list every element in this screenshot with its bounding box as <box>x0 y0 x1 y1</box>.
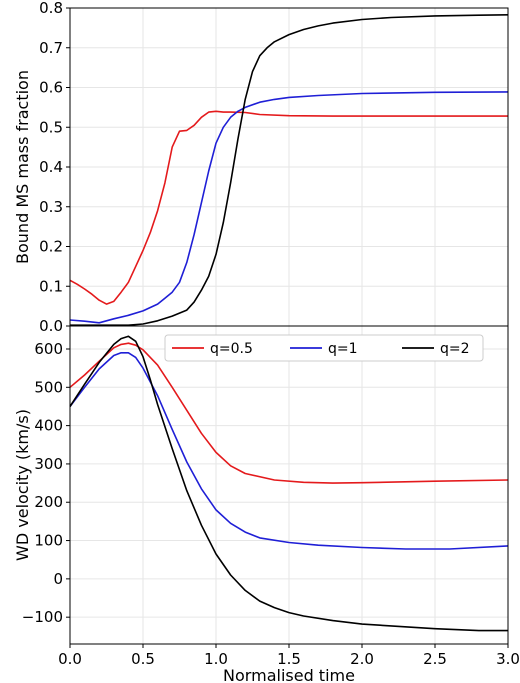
legend-label-q=2: q=2 <box>440 341 470 357</box>
bottom-panel: 0.0 0.5 1.0 1.5 2.0 2.5 3.0 −100 0 100 200 300 400 50… <box>13 325 520 683</box>
x-axis-label: Normalised time <box>223 666 355 683</box>
legend-label-q=1: q=1 <box>328 341 358 357</box>
legend-box <box>164 334 484 362</box>
y-tick-label: 300 <box>34 455 63 473</box>
x-tick-label: 0.5 <box>131 650 155 668</box>
series-line-q=0.5 <box>69 110 508 305</box>
y-tick-label: 0.5 <box>39 118 63 136</box>
x-tick-label: 1.5 <box>277 650 301 668</box>
series-line-q=0.5 <box>69 342 509 484</box>
x-tick-label: 2.0 <box>350 650 374 668</box>
x-tick-label: 0.0 <box>58 650 82 668</box>
series-line-q=2 <box>69 335 508 632</box>
y-axis-label: WD velocity (km/s) <box>13 409 32 561</box>
y-tick-label: 0.8 <box>39 0 63 17</box>
series-line-q=1 <box>69 91 509 324</box>
series-line-q=1 <box>69 352 509 550</box>
y-tick-label: 200 <box>34 493 63 511</box>
y-tick-label: 0 <box>53 570 63 588</box>
y-tick-label: 0.0 <box>39 317 63 335</box>
top-panel: 0.0 0.1 0.2 0.3 0.4 0.5 0.6 0.7 0.8 Bound MS mass… <box>13 0 509 335</box>
x-tick-label: 1.0 <box>204 650 228 668</box>
y-tick-label: 0.4 <box>39 158 63 176</box>
x-tick-label: 2.5 <box>423 650 447 668</box>
legend: q=0.5 q=1 q=2 <box>164 334 484 362</box>
legend-label-q=0.5: q=0.5 <box>210 341 253 357</box>
x-tick-label: 3.0 <box>496 650 520 668</box>
y-tick-label: 400 <box>34 417 63 435</box>
y-tick-label: 0.7 <box>39 39 63 57</box>
y-tick-label: 0.6 <box>39 79 63 97</box>
y-tick-label: 500 <box>34 378 63 396</box>
y-tick-label: 0.1 <box>39 277 63 295</box>
y-tick-label: 0.2 <box>39 238 63 256</box>
y-tick-label: 600 <box>34 340 63 358</box>
y-axis-label: Bound MS mass fraction <box>13 70 32 264</box>
y-tick-label: 100 <box>34 532 63 550</box>
y-tick-label: 0.3 <box>39 198 63 216</box>
y-tick-label: −100 <box>22 608 63 626</box>
series-line-q=2 <box>70 14 509 326</box>
